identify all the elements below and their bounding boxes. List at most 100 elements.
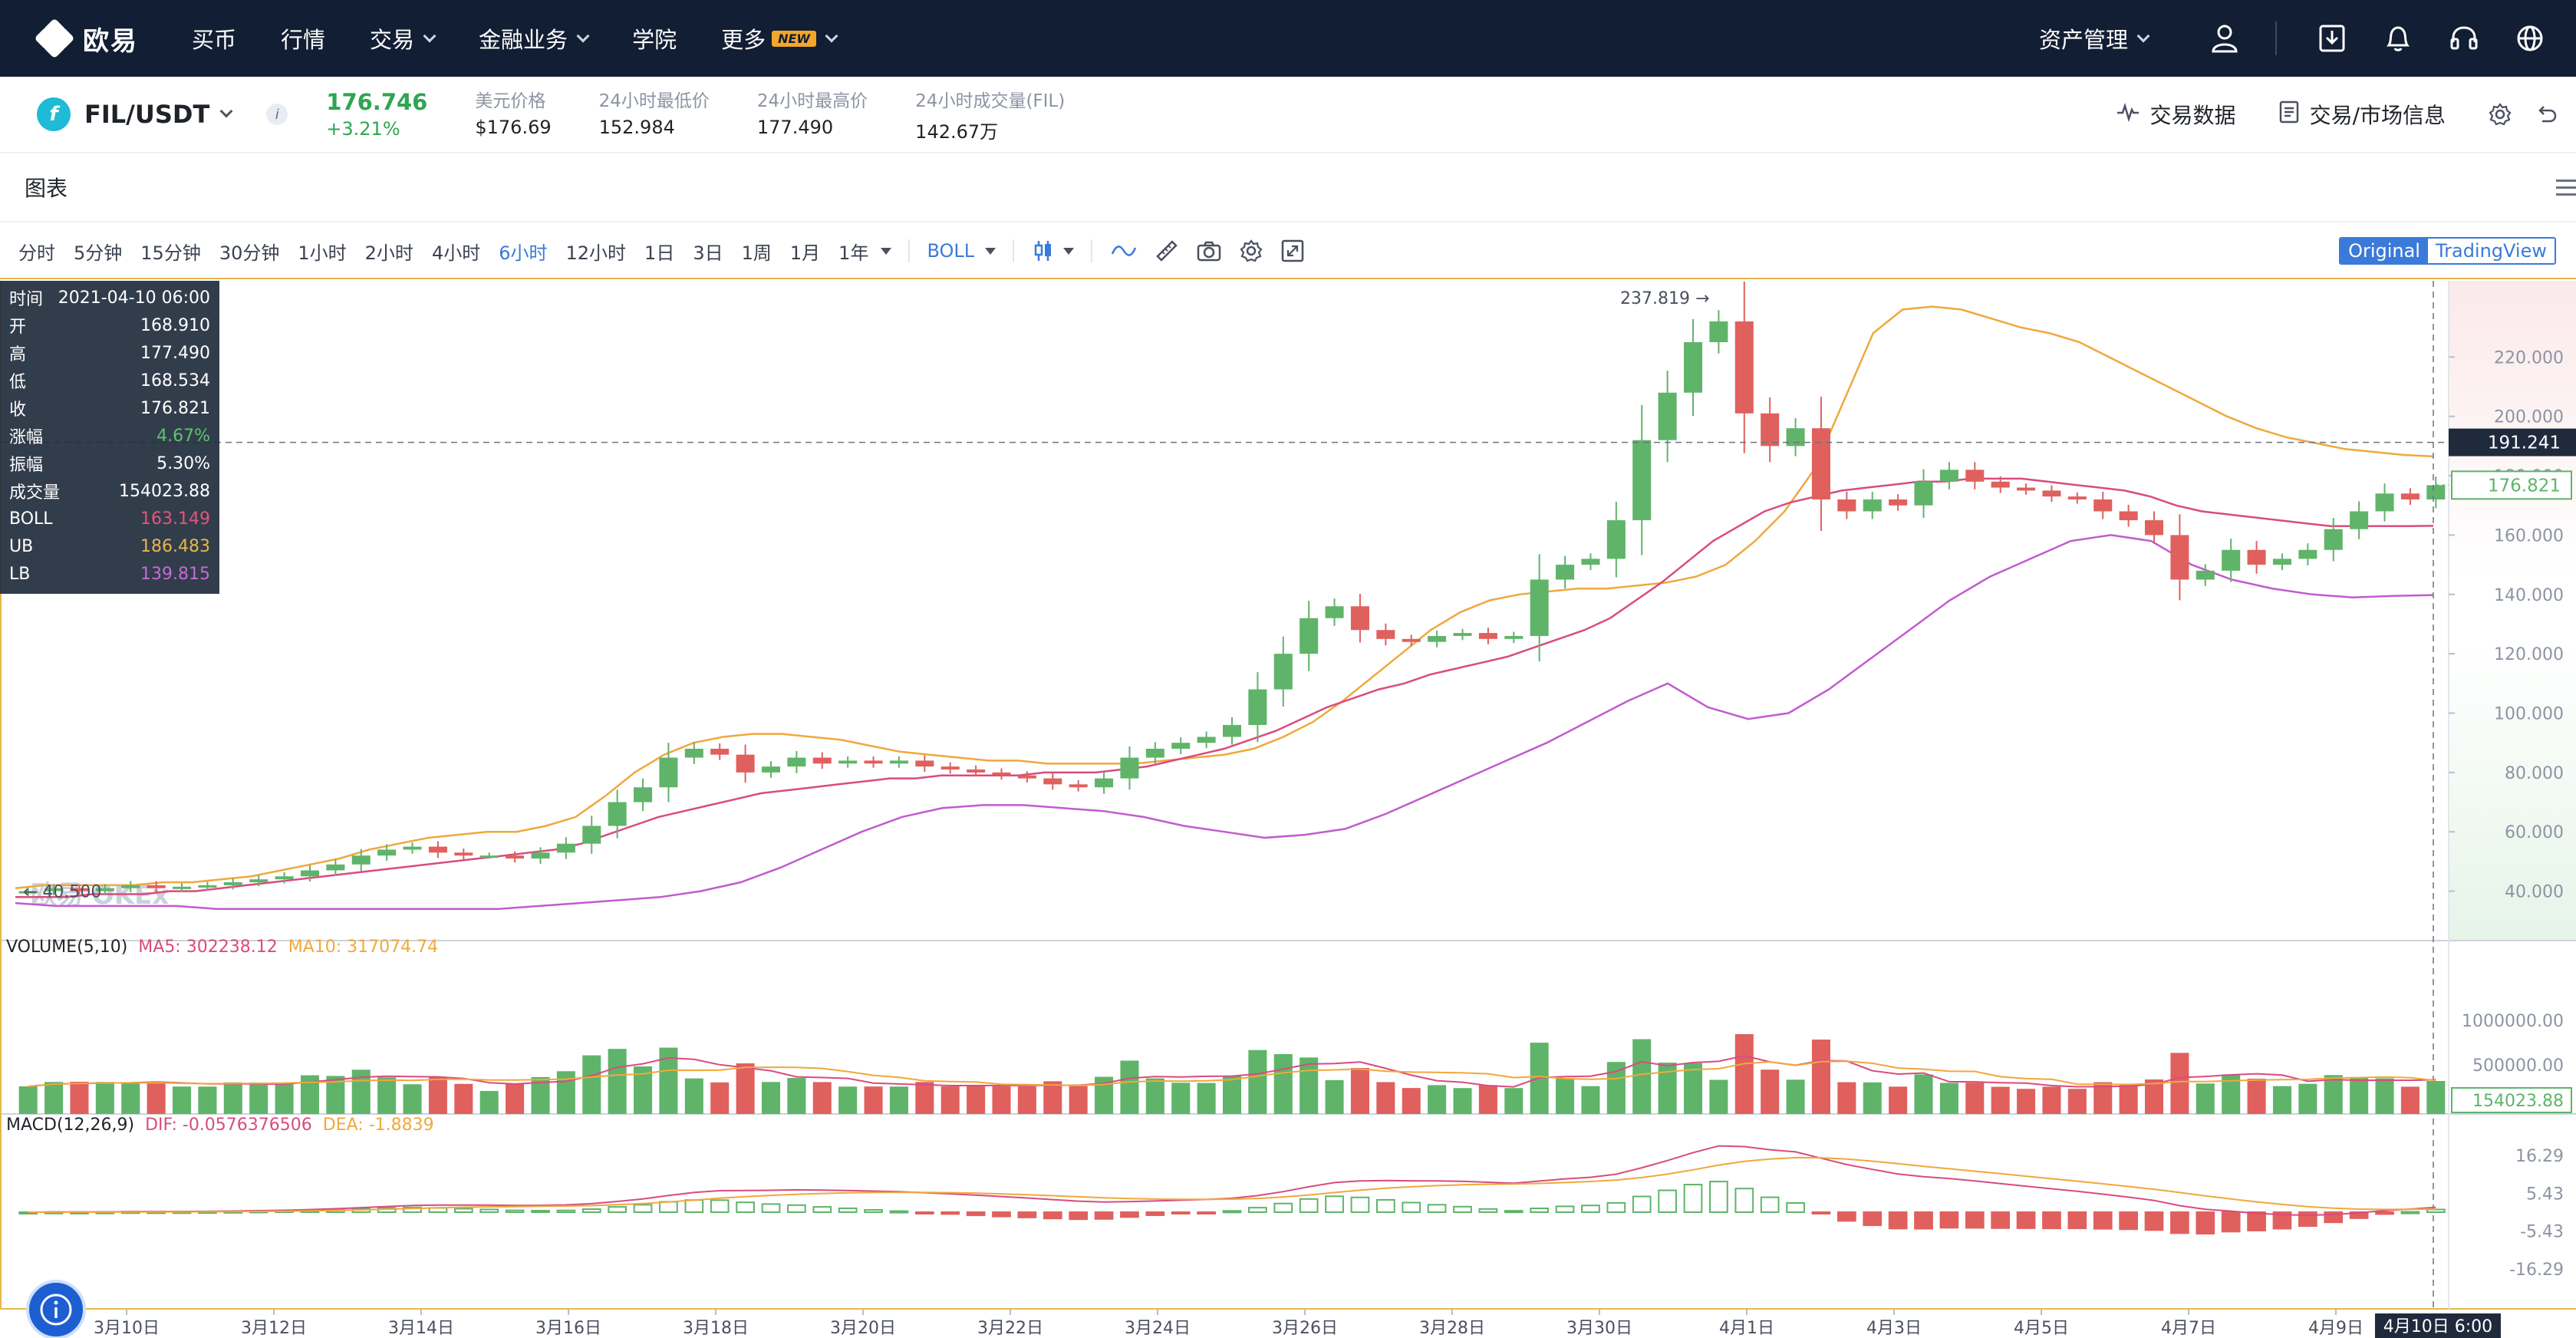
indicator-dropdown[interactable]: BOLL <box>927 240 996 262</box>
ohlc-label: 时间 <box>9 290 44 309</box>
stat-label: 美元价格 <box>475 91 546 111</box>
macd-histogram-bar <box>1581 1205 1600 1214</box>
bell-icon[interactable] <box>2383 23 2413 54</box>
info-floating-button[interactable] <box>26 1280 86 1338</box>
brand-logo[interactable]: 欧易 <box>34 18 138 59</box>
volume-bar <box>2426 1080 2446 1114</box>
last-price-label: 176.821 <box>2488 476 2561 496</box>
back-button[interactable] <box>2535 103 2558 126</box>
ohlc-row: 收 176.821 <box>9 394 210 422</box>
x-tick-label: 4月7日 <box>2161 1319 2216 1338</box>
y-tick-label: 200.000 <box>2494 408 2564 427</box>
macd-histogram-bar <box>1786 1202 1805 1213</box>
macd-indicator-label: MACD(12,26,9) DIF: -0.0576376506 DEA: -1.8… <box>6 1116 445 1135</box>
volume-bar <box>1197 1083 1216 1114</box>
chart-settings-button[interactable] <box>1240 239 1263 262</box>
volume-bar <box>2196 1083 2215 1114</box>
macd-histogram-bar <box>1222 1210 1242 1214</box>
ohlc-label: BOLL <box>9 509 53 529</box>
candle-body <box>454 852 473 856</box>
filecoin-icon: f <box>37 97 71 131</box>
view-tradingview-button[interactable]: TradingView <box>2427 239 2555 263</box>
candle-type-button[interactable] <box>1033 239 1075 262</box>
timeframe-option[interactable]: 分时 <box>18 242 55 264</box>
nav-item[interactable]: 行情 <box>281 22 325 54</box>
view-original-button[interactable]: Original <box>2340 239 2428 263</box>
timeframe-option[interactable]: 1小时 <box>298 242 347 264</box>
volume-bar <box>582 1055 601 1114</box>
macd-histogram-bar <box>914 1211 934 1214</box>
info-icon[interactable]: i <box>266 104 288 125</box>
download-icon[interactable] <box>2317 23 2347 54</box>
gear-icon <box>2489 103 2512 126</box>
macd-histogram-bar <box>1888 1211 1908 1230</box>
candle-body <box>1248 689 1267 725</box>
candle-body <box>2375 493 2394 512</box>
ohlc-value: 163.149 <box>140 509 210 529</box>
candle-body <box>1709 321 1728 343</box>
candle-body <box>1145 748 1164 758</box>
candle-body <box>2247 549 2266 565</box>
candlestick-chart[interactable]: 220.000200.000180.000160.000140.000120.0… <box>0 281 2576 1338</box>
volume-bar <box>1222 1076 1242 1114</box>
macd-histogram-bar <box>1709 1181 1728 1213</box>
timeframe-option[interactable]: 1年 <box>838 242 869 264</box>
timeframe-option[interactable]: 30分钟 <box>219 242 280 264</box>
timeframe-option[interactable]: 4小时 <box>431 242 481 264</box>
indicator-line-button[interactable] <box>1111 242 1137 260</box>
ohlc-row: 高 177.490 <box>9 339 210 367</box>
menu-icon[interactable] <box>2556 175 2576 200</box>
ohlc-label: 收 <box>9 400 27 420</box>
macd-histogram-bar <box>581 1208 601 1213</box>
drawing-tool-button[interactable] <box>1155 239 1178 262</box>
chart-area[interactable]: 220.000200.000180.000160.000140.000120.0… <box>0 281 2576 1338</box>
volume-bar <box>761 1082 781 1114</box>
pair-selector[interactable]: FIL/USDT <box>84 100 233 129</box>
macd-y-tick-label: -16.29 <box>2509 1261 2564 1280</box>
macd-histogram-bar <box>2119 1211 2138 1231</box>
timeframe-option[interactable]: 3日 <box>693 242 723 264</box>
candle-body <box>812 757 832 764</box>
market-info-link[interactable]: 交易/市场信息 <box>2279 99 2446 130</box>
timeframe-option[interactable]: 5分钟 <box>74 242 123 264</box>
timeframe-option[interactable]: 1周 <box>741 242 772 264</box>
timeframe-option[interactable]: 15分钟 <box>140 242 201 264</box>
fullscreen-button[interactable] <box>1281 239 1304 262</box>
nav-item[interactable]: 金融业务 <box>479 22 590 54</box>
macd-histogram-bar <box>1734 1188 1754 1213</box>
x-tick-label: 3月26日 <box>1272 1319 1338 1338</box>
nav-item[interactable]: 买币 <box>192 22 236 54</box>
timeframe-option[interactable]: 1月 <box>789 242 821 264</box>
macd-histogram-bar <box>1094 1211 1114 1220</box>
settings-button[interactable] <box>2489 103 2512 126</box>
volume-last-label: 154023.88 <box>2472 1092 2564 1111</box>
boll-lower-band-line <box>15 534 2434 911</box>
nav-item[interactable]: 更多 NEW <box>721 22 838 54</box>
volume-bar <box>1683 1063 1703 1114</box>
nav-item[interactable]: 学院 <box>632 22 677 54</box>
timeframe-option[interactable]: 1日 <box>644 242 675 264</box>
candle-body <box>1197 737 1216 743</box>
timeframe-option[interactable]: 6小时 <box>499 242 548 264</box>
headset-icon[interactable] <box>2449 23 2479 54</box>
chevron-down-icon <box>576 29 590 43</box>
chevron-down-icon[interactable] <box>881 247 892 255</box>
macd-histogram-bar <box>2400 1211 2420 1214</box>
volume-bar <box>70 1082 89 1114</box>
trade-data-link[interactable]: 交易数据 <box>2116 99 2236 130</box>
candle-body <box>659 757 678 788</box>
volume-label: VOLUME(5,10) <box>6 938 128 957</box>
candle-body <box>1837 499 1856 512</box>
ohlc-row: 低 168.534 <box>9 367 210 394</box>
user-icon[interactable] <box>2209 23 2240 54</box>
candle-body <box>1325 606 1344 618</box>
volume-bar <box>1786 1079 1805 1114</box>
timeframe-option[interactable]: 2小时 <box>364 242 413 264</box>
globe-icon[interactable] <box>2515 23 2545 54</box>
nav-item[interactable]: 交易 <box>370 22 436 54</box>
timeframe-option[interactable]: 12小时 <box>565 242 627 264</box>
asset-management-menu[interactable]: 资产管理 <box>2039 22 2150 54</box>
macd-histogram-bar <box>684 1199 704 1214</box>
screenshot-button[interactable] <box>1197 240 1221 262</box>
ohlc-label: 低 <box>9 373 27 392</box>
